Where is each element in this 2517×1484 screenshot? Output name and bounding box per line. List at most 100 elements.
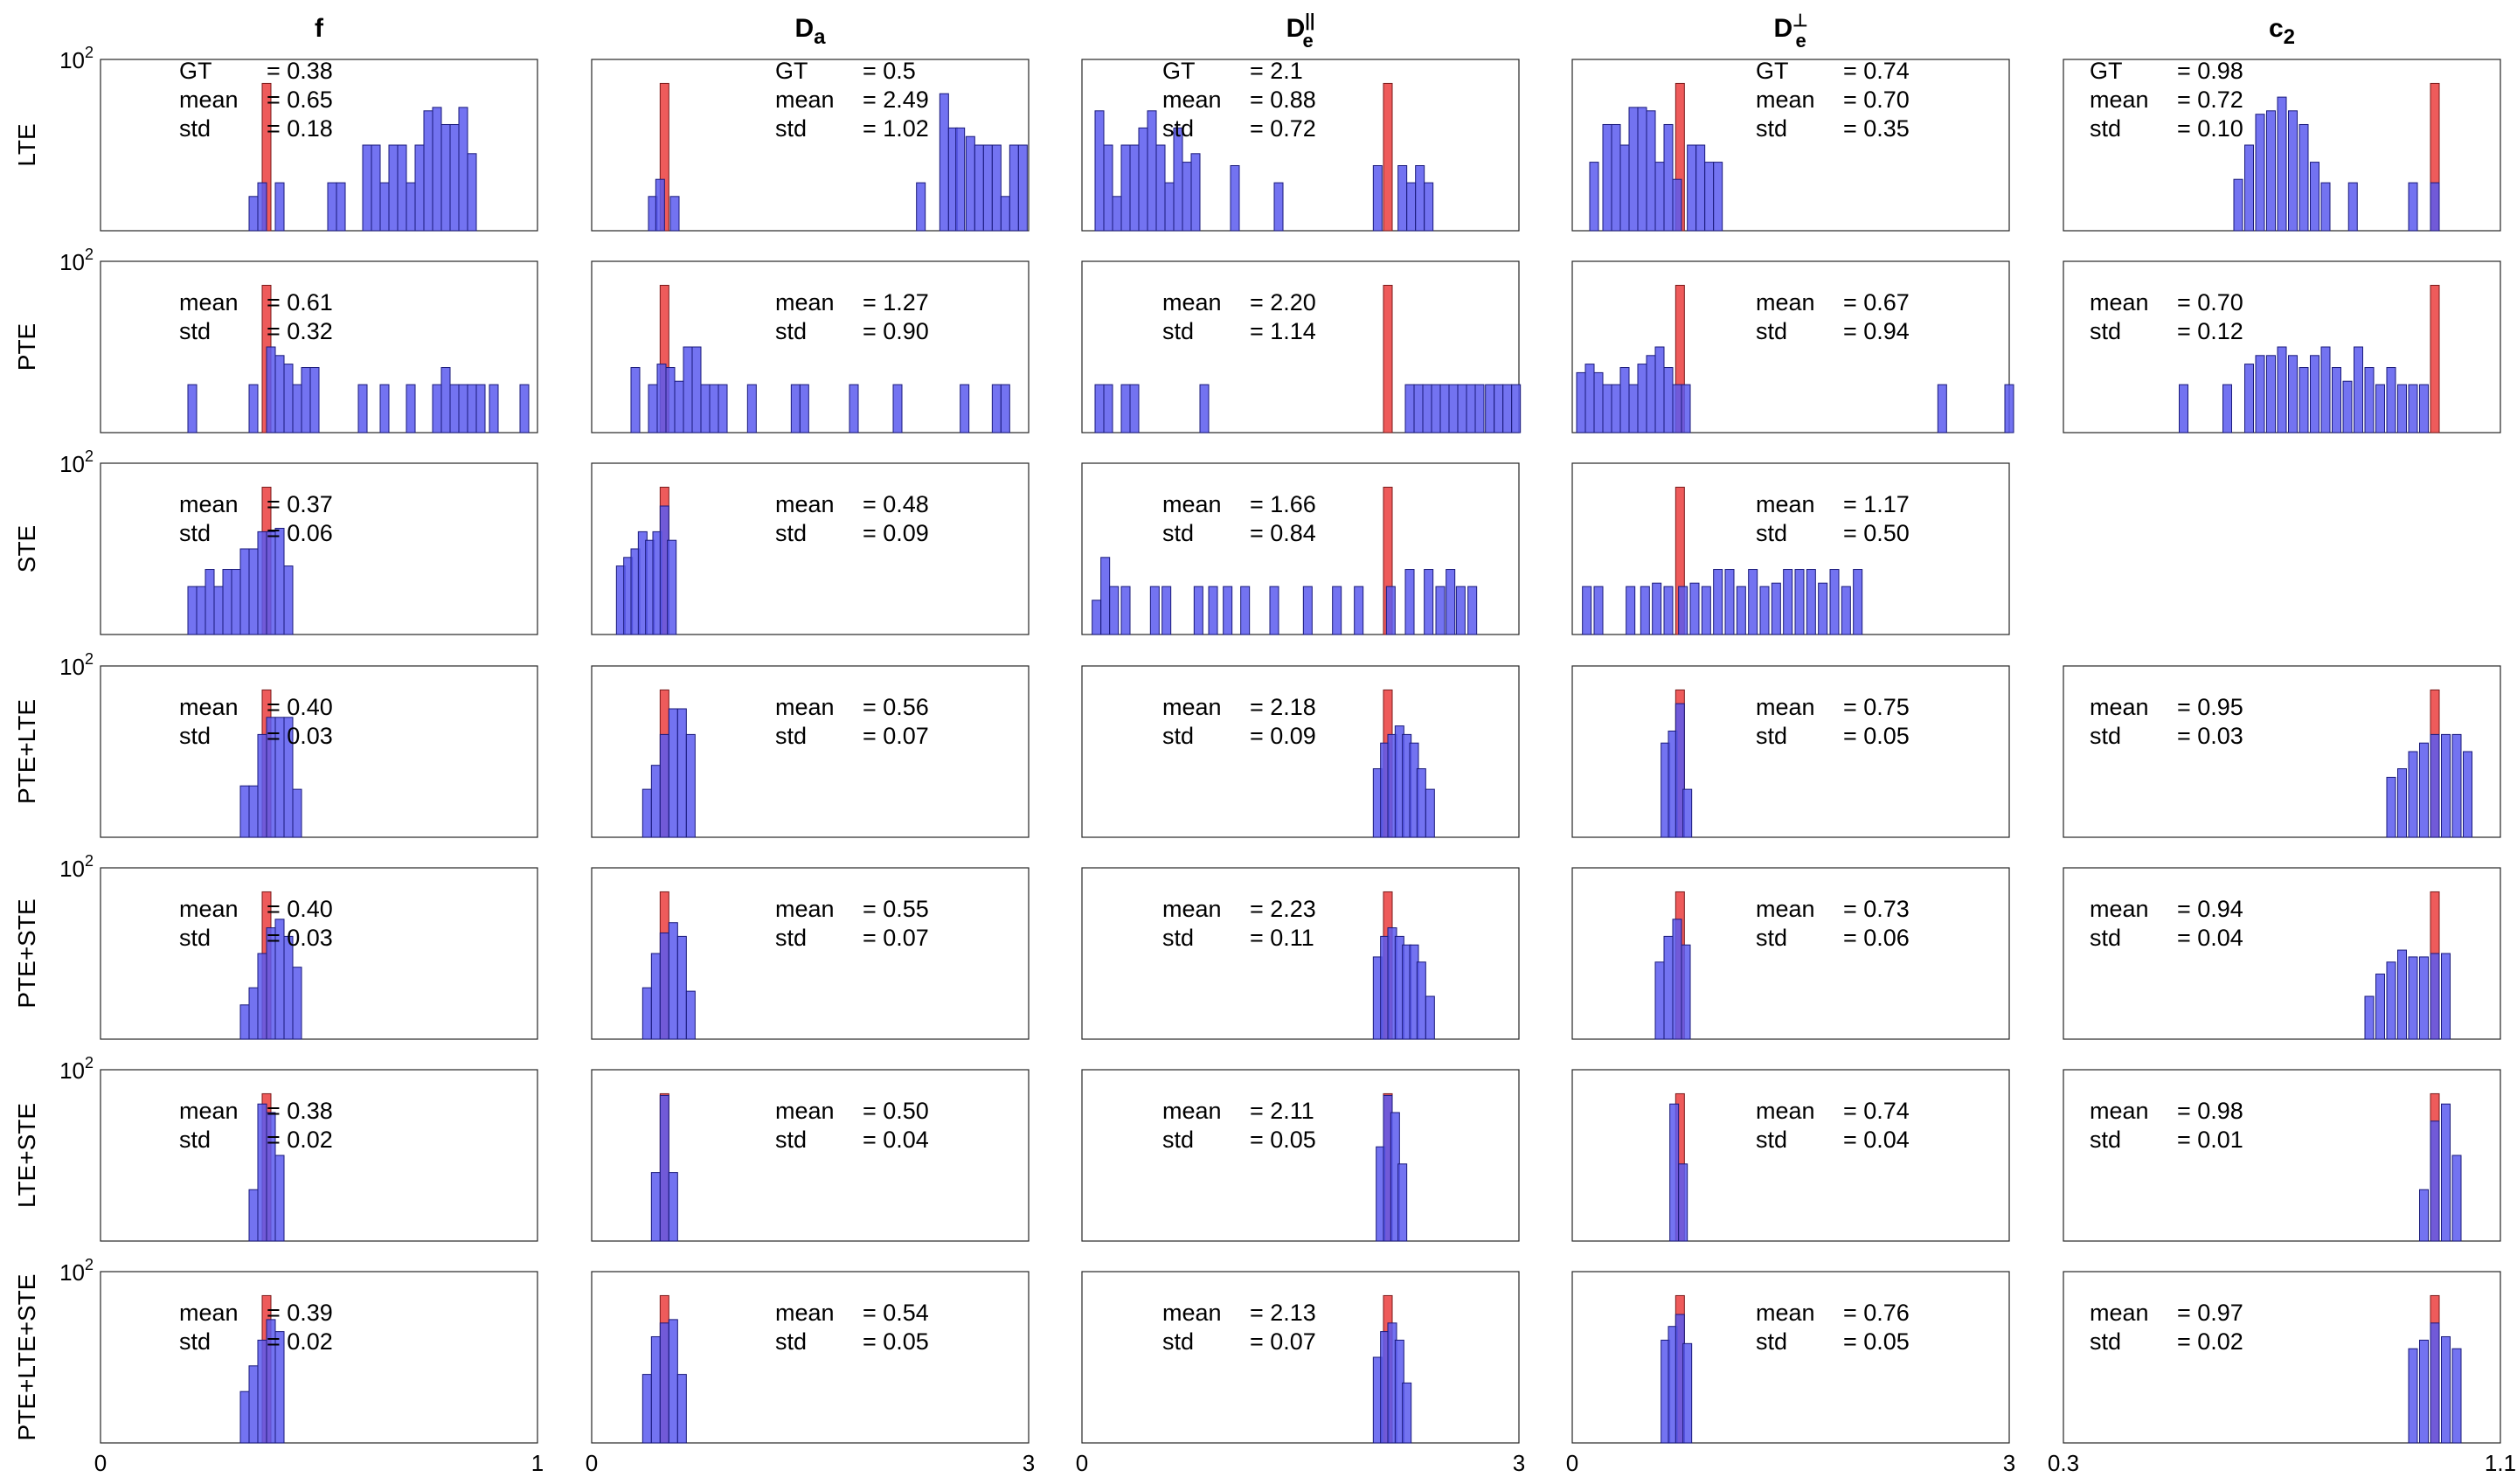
histogram-bar: [467, 153, 477, 232]
stat-label-std: std: [775, 1127, 807, 1153]
stat-value-std: = 0.10: [2177, 115, 2243, 142]
xtick-max-f: 1: [531, 1450, 544, 1476]
histogram-bar: [1439, 384, 1450, 433]
stat-label-mean: mean: [2090, 896, 2149, 922]
stat-label-std: std: [2090, 115, 2121, 142]
stat-value-mean: = 0.94: [2177, 896, 2243, 922]
histogram-bar: [676, 708, 687, 838]
histogram-bar: [1120, 384, 1131, 433]
histogram-bar: [2408, 384, 2418, 433]
histogram-bar: [309, 367, 320, 433]
histogram-bar: [336, 182, 346, 232]
histogram-bar: [1576, 371, 1586, 433]
histogram-bar: [1467, 586, 1478, 635]
ground-truth-bar: [1383, 284, 1393, 433]
stat-value-std: = 0.04: [863, 1127, 929, 1153]
stat-label-mean: mean: [1756, 694, 1815, 720]
histogram-bar: [1422, 384, 1432, 433]
stat-label-mean: mean: [179, 896, 239, 922]
stat-label-std: std: [775, 925, 807, 951]
histogram-bar: [1783, 569, 1793, 635]
panel-PTE+LTE-De_perp: [1571, 665, 2010, 838]
stat-value-mean: = 0.56: [863, 694, 929, 720]
histogram-bar: [1663, 586, 1674, 635]
stat-value-std: = 0.32: [267, 318, 333, 344]
histogram-bar: [1669, 1103, 1680, 1242]
histogram-bar: [266, 346, 276, 433]
histogram-bar: [196, 586, 206, 635]
stat-label-std: std: [775, 318, 807, 344]
histogram-bar: [239, 1390, 250, 1444]
row-label-LTE: LTE: [13, 123, 40, 166]
histogram-bar: [2342, 380, 2353, 433]
histogram-bar: [1230, 165, 1240, 232]
stat-value-std: = 0.03: [2177, 723, 2243, 749]
stat-label-mean: mean: [1756, 1098, 1815, 1124]
histogram-bar: [1182, 162, 1192, 232]
histogram-bar: [2386, 961, 2396, 1040]
column-title-De_par: D|| e: [1286, 11, 1315, 52]
stat-label-std: std: [1162, 1328, 1194, 1355]
stat-label-mean: mean: [2090, 1300, 2149, 1326]
stat-value-std: = 0.90: [863, 318, 929, 344]
histogram-bar: [648, 384, 658, 433]
panel-PTE+STE-f: [100, 867, 538, 1040]
histogram-bar: [1937, 384, 1947, 433]
stat-label-std: std: [1756, 925, 1787, 951]
histogram-bar: [650, 1335, 661, 1444]
histogram-bar: [1628, 107, 1639, 232]
histogram-bar: [2375, 384, 2385, 433]
stat-label-GT: GT: [775, 58, 808, 84]
histogram-bar: [1681, 384, 1691, 433]
histogram-bar: [257, 1103, 267, 1242]
stat-value-std: = 0.94: [1843, 318, 1910, 344]
histogram-bar: [2233, 178, 2243, 232]
histogram-bar: [2266, 355, 2276, 433]
ytick-label: 102: [59, 650, 94, 680]
histogram-bar: [1103, 144, 1113, 232]
histogram-bar: [1672, 919, 1682, 1040]
histogram-bar: [1413, 384, 1424, 433]
histogram-bar: [397, 144, 407, 232]
histogram-bar: [916, 182, 926, 232]
histogram-bar: [1646, 355, 1656, 433]
stat-value-std: = 0.09: [863, 520, 929, 546]
stat-label-mean: mean: [179, 289, 239, 316]
histogram-bar: [659, 1322, 669, 1444]
histogram-bar: [248, 196, 259, 232]
histogram-bar: [432, 384, 442, 433]
histogram-bar: [2299, 123, 2309, 232]
histogram-bar: [231, 569, 241, 635]
histogram-bar: [1273, 182, 1284, 232]
ytick-label: 102: [59, 1054, 94, 1084]
stat-value-mean: = 0.95: [2177, 694, 2243, 720]
histogram-bar: [257, 733, 267, 838]
histogram-bar: [257, 530, 267, 635]
stat-label-mean: mean: [775, 87, 835, 113]
histogram-bar: [1155, 144, 1166, 232]
stat-value-std: = 0.50: [1843, 520, 1910, 546]
histogram-bar: [257, 1339, 267, 1444]
histogram-bar: [283, 364, 294, 433]
histogram-bar: [213, 586, 224, 635]
stat-value-mean: = 0.37: [267, 491, 333, 517]
stat-label-std: std: [1162, 925, 1194, 951]
histogram-bar: [2419, 1339, 2429, 1444]
stat-label-std: std: [1756, 1127, 1787, 1153]
histogram-bar: [248, 987, 259, 1040]
histogram-bar: [292, 384, 302, 433]
stat-label-std: std: [1756, 520, 1787, 546]
histogram-bar: [2266, 110, 2276, 232]
histogram-bar: [718, 384, 728, 433]
stat-value-mean: = 2.49: [863, 87, 929, 113]
histogram-bar: [248, 1365, 259, 1444]
histogram-bar: [1853, 569, 1863, 635]
histogram-bar: [440, 123, 451, 232]
stat-value-std: = 0.05: [1843, 723, 1910, 749]
stat-label-std: std: [2090, 1127, 2121, 1153]
histogram-bar: [2430, 733, 2440, 838]
histogram-bar: [2320, 182, 2331, 232]
histogram-bar: [379, 182, 390, 232]
histogram-bar: [467, 384, 477, 433]
stat-value-std: = 0.11: [1250, 925, 1314, 951]
